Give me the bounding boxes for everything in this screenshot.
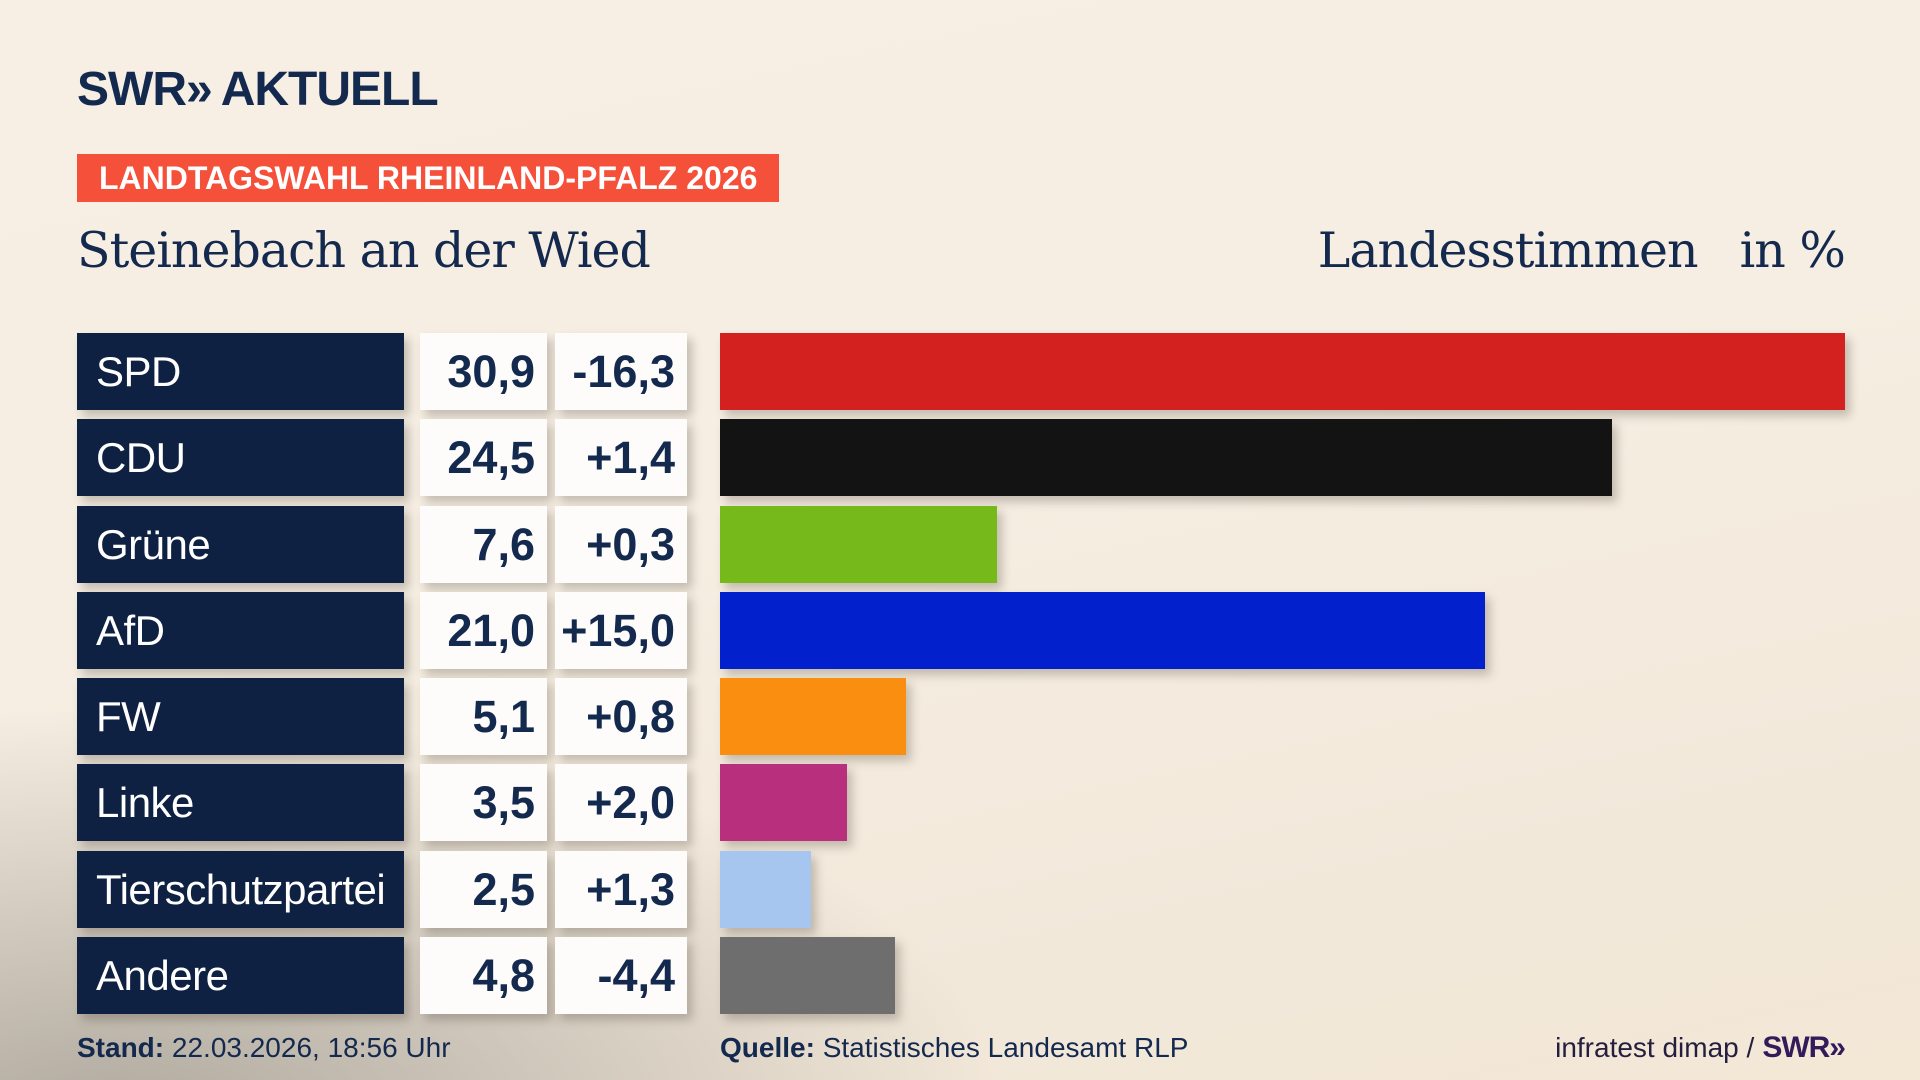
bar-track — [720, 333, 1845, 410]
chart-row: Tierschutzpartei 2,5 +1,3 — [0, 850, 1920, 928]
logo-swr-text: SWR — [77, 63, 187, 116]
party-label-box: Tierschutzpartei — [77, 850, 404, 928]
party-label: Linke — [96, 779, 194, 827]
source: Quelle: Statistisches Landesamt RLP — [720, 1028, 1188, 1068]
party-value: 21,0 — [420, 591, 547, 669]
party-bar — [720, 419, 1612, 497]
party-value: 30,9 — [420, 333, 547, 410]
source-label: Quelle: — [720, 1032, 815, 1063]
party-label-box: SPD — [77, 333, 404, 410]
chart-row: SPD 30,9 -16,3 — [0, 333, 1920, 410]
party-bar — [720, 505, 997, 583]
chart-row: AfD 21,0 +15,0 — [0, 591, 1920, 669]
swr-aktuell-logo: SWR» AKTUELL — [77, 62, 439, 117]
stand-value: 22.03.2026, 18:56 Uhr — [171, 1032, 451, 1063]
election-badge: LANDTAGSWAHL RHEINLAND-PFALZ 2026 — [77, 154, 780, 202]
party-diff: +15,0 — [555, 591, 687, 669]
vote-type-label: Landesstimmen — [1317, 222, 1699, 279]
party-label-box: FW — [77, 678, 404, 756]
party-diff: +1,3 — [555, 850, 687, 928]
party-label: SPD — [96, 348, 181, 395]
chart-row: Linke 3,5 +2,0 — [0, 764, 1920, 842]
party-bar — [720, 678, 906, 756]
party-label-box: CDU — [77, 419, 404, 497]
municipality-title: Steinebach an der Wied — [77, 222, 651, 279]
logo-chevrons-icon: » — [185, 63, 213, 116]
party-bar — [720, 764, 848, 842]
chart-row: Grüne 7,6 +0,3 — [0, 505, 1920, 583]
party-diff: +0,8 — [555, 678, 687, 756]
credit-swr-logo: SWR» — [1762, 1031, 1846, 1064]
party-bar — [720, 937, 895, 1015]
party-value: 4,8 — [420, 937, 547, 1015]
party-label: AfD — [96, 606, 165, 654]
party-label: FW — [96, 693, 161, 741]
party-label-box: Grüne — [77, 505, 404, 583]
party-value: 24,5 — [420, 419, 547, 497]
footer: Stand: 22.03.2026, 18:56 Uhr Quelle: Sta… — [0, 1028, 1920, 1068]
party-diff: +2,0 — [555, 764, 687, 842]
vote-type-title: Landesstimmen in % — [1317, 222, 1846, 279]
party-bar — [720, 333, 1845, 410]
party-label: Grüne — [96, 520, 211, 568]
party-label-box: Linke — [77, 764, 404, 842]
bar-track — [720, 850, 1845, 928]
credit: infratest dimap / SWR» — [1555, 1028, 1846, 1068]
party-diff: +0,3 — [555, 505, 687, 583]
party-label: CDU — [96, 434, 186, 482]
source-value: Statistisches Landesamt RLP — [822, 1032, 1189, 1063]
party-diff: -4,4 — [555, 937, 687, 1015]
bar-chart: SPD 30,9 -16,3 CDU 24,5 +1,4 Grüne 7,6 +… — [0, 333, 1920, 1015]
party-label-box: AfD — [77, 591, 404, 669]
party-bar — [720, 591, 1485, 669]
title-row: Steinebach an der Wied Landesstimmen in % — [77, 222, 1846, 282]
bar-track — [720, 937, 1845, 1015]
bar-track — [720, 764, 1845, 842]
bar-track — [720, 678, 1845, 756]
logo-aktuell-text: AKTUELL — [220, 63, 439, 116]
chart-row: FW 5,1 +0,8 — [0, 678, 1920, 756]
chart-row: CDU 24,5 +1,4 — [0, 419, 1920, 497]
party-value: 3,5 — [420, 764, 547, 842]
stand-label: Stand: — [77, 1032, 165, 1063]
party-label: Andere — [96, 952, 229, 1000]
chart-row: Andere 4,8 -4,4 — [0, 937, 1920, 1015]
party-diff: +1,4 — [555, 419, 687, 497]
party-bar — [720, 850, 812, 928]
bar-track — [720, 419, 1845, 497]
party-value: 7,6 — [420, 505, 547, 583]
party-diff: -16,3 — [555, 333, 687, 410]
party-label-box: Andere — [77, 937, 404, 1015]
stand-timestamp: Stand: 22.03.2026, 18:56 Uhr — [77, 1028, 451, 1068]
bar-track — [720, 505, 1845, 583]
party-value: 2,5 — [420, 850, 547, 928]
unit-label: in % — [1739, 222, 1846, 279]
party-value: 5,1 — [420, 678, 547, 756]
credit-text: infratest dimap / — [1555, 1032, 1755, 1063]
bar-track — [720, 591, 1845, 669]
party-label: Tierschutzpartei — [96, 865, 386, 913]
